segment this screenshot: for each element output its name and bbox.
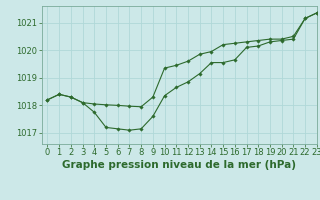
X-axis label: Graphe pression niveau de la mer (hPa): Graphe pression niveau de la mer (hPa) bbox=[62, 160, 296, 170]
